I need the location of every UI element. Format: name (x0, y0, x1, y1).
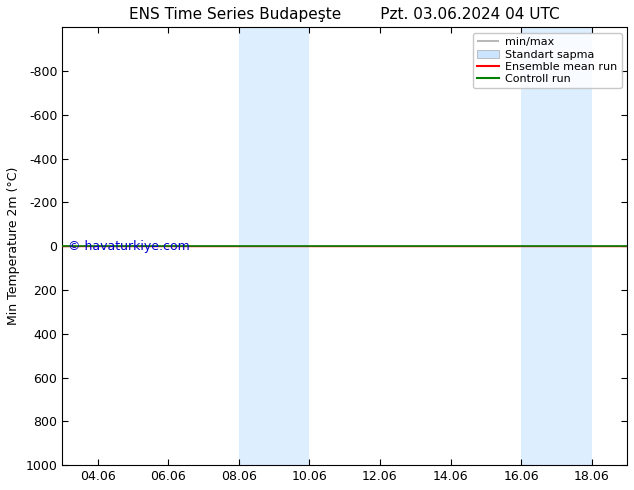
Legend: min/max, Standart sapma, Ensemble mean run, Controll run: min/max, Standart sapma, Ensemble mean r… (472, 33, 621, 88)
Y-axis label: Min Temperature 2m (°C): Min Temperature 2m (°C) (7, 167, 20, 325)
Bar (239, 27, 309, 465)
Bar (521, 27, 592, 465)
Title: ENS Time Series Budapeşte        Pzt. 03.06.2024 04 UTC: ENS Time Series Budapeşte Pzt. 03.06.202… (129, 7, 560, 22)
Text: © havaturkiye.com: © havaturkiye.com (68, 240, 190, 253)
